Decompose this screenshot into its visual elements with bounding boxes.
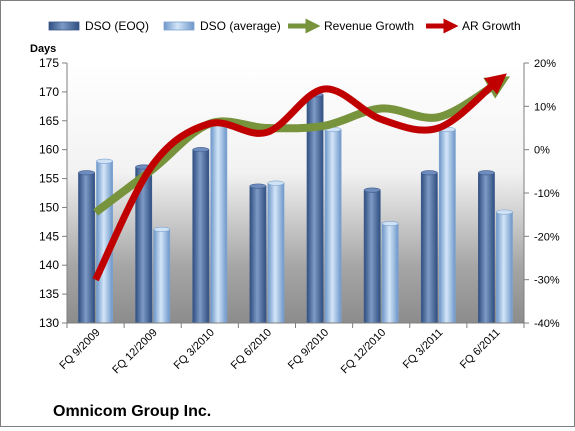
y2-tick-label-40: -40% [534,318,560,330]
y2-tick-label-10: -10% [534,188,560,200]
bar-dso-average-5 [381,223,399,324]
bar-cap-dso-average-1 [153,226,170,232]
bar-cap-dso-average-3 [267,180,285,186]
bar-cap-dso-average-7 [496,209,513,215]
point-ar-growth-0 [95,279,96,280]
x-tick-label-4: FQ 9/2010 [286,327,331,372]
y-tick-label-145: 145 [39,229,59,243]
point-revenue-growth-6 [438,117,439,118]
y2-tick-label-10: 10% [534,101,556,113]
bar-dso-eoq-0 [78,172,95,324]
y2-tick-label-0: 0% [534,145,550,157]
bar-dso-average-6 [438,129,456,324]
point-ar-growth-5 [381,119,382,120]
y-axis-title: Days [30,43,56,55]
bar-cap-dso-eoq-0 [78,170,95,176]
x-tick-label-1: FQ 12/2009 [110,327,160,377]
x-tick-label-2: FQ 3/2010 [172,327,217,372]
bar-dso-eoq-3 [249,185,267,324]
bar-cap-dso-eoq-5 [363,187,381,193]
x-tick-label-6: FQ 3/2011 [401,327,446,372]
x-tick-label-0: FQ 9/2009 [57,327,102,372]
bar-dso-average-1 [153,228,171,324]
lines-layer [92,73,511,282]
y-tick-label-140: 140 [39,258,59,272]
y-tick-label-170: 170 [39,85,59,99]
point-ar-growth-7 [495,82,496,83]
x-tick-label-5: FQ 12/2010 [339,327,389,377]
bar-dso-eoq-2 [192,149,210,324]
bar-dso-eoq-6 [420,172,438,324]
y-tick-label-160: 160 [39,143,59,157]
bar-cap-dso-eoq-6 [421,170,438,176]
legend-swatch-dso-average [163,21,195,31]
bar-dso-average-4 [324,129,342,324]
bar-cap-dso-average-5 [381,221,399,227]
y-tick-label-135: 135 [39,287,59,301]
bar-cap-dso-eoq-2 [192,147,210,153]
legend: DSO (EOQ) DSO (average) Revenue Growth AR G… [48,18,521,34]
y2-tick-label-20: 20% [534,58,556,70]
y2-tick-label-20: -20% [534,231,560,243]
bars-layer [78,92,513,324]
bar-cap-dso-eoq-3 [249,183,267,189]
point-revenue-growth-5 [381,108,382,109]
y-tick-label-150: 150 [39,200,59,214]
bar-dso-eoq-7 [478,172,495,324]
point-revenue-growth-0 [95,212,96,213]
line-ar-growth [92,73,507,282]
legend-label-revenue-growth: Revenue Growth [324,19,414,33]
legend-label-ar-growth: AR Growth [462,19,521,33]
point-revenue-growth-3 [266,128,267,129]
bar-cap-dso-average-0 [96,158,113,164]
point-ar-growth-6 [438,128,439,129]
legend-label-dso-average: DSO (average) [200,19,281,33]
bar-dso-eoq-5 [363,189,381,324]
x-tick-label-7: FQ 6/2011 [458,327,503,372]
bar-dso-average-3 [267,182,285,324]
bar-dso-average-7 [496,211,513,324]
y2-tick-label-30: -30% [534,275,560,287]
chart-title: Omnicom Group Inc. [53,403,211,420]
y-tick-label-165: 165 [39,114,59,128]
y-tick-label-130: 130 [39,316,59,330]
point-ar-growth-4 [324,89,325,90]
bar-dso-average-2 [210,123,228,324]
point-revenue-growth-4 [324,125,325,126]
y-tick-label-175: 175 [39,56,59,70]
point-ar-growth-1 [152,164,153,165]
legend-swatch-dso-eoq [48,21,80,31]
point-ar-growth-3 [266,132,267,133]
bar-cap-dso-eoq-7 [478,170,495,176]
legend-label-dso-eoq: DSO (EOQ) [85,19,149,33]
point-ar-growth-2 [209,123,210,124]
x-tick-label-3: FQ 6/2010 [229,327,274,372]
y-tick-label-155: 155 [39,172,59,186]
